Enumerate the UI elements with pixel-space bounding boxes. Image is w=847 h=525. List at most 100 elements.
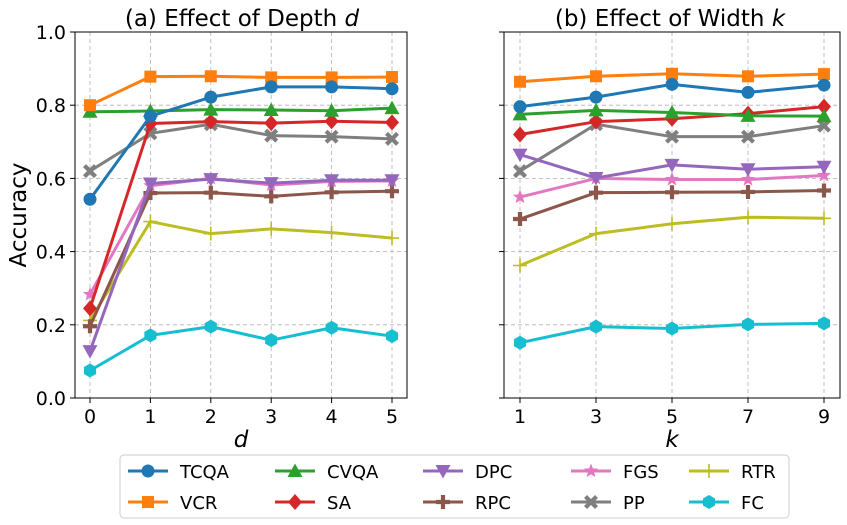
depth-series-pp: [83, 117, 399, 179]
legend-entry-rtr: RTR: [689, 462, 776, 483]
legend-entry-fgs: FGS: [571, 462, 659, 483]
panel-depth: (a) Effect of Depth d 0.0 0.2 0.4 0.6 0.8 1.0…: [6, 6, 408, 453]
width-point-sa: [513, 126, 527, 143]
depth-line-pp: [89, 122, 393, 173]
depth-point-dpc: [203, 173, 219, 187]
depth-point-vcr: [265, 71, 278, 84]
depth-series-vcr: [84, 70, 398, 112]
width-point-rtr: [817, 211, 831, 226]
width-point-fc: [589, 319, 603, 334]
depth-point-tcqa: [325, 80, 339, 94]
depth-point-fc: [265, 333, 278, 348]
legend-label: TCQA: [179, 462, 230, 483]
width-point-fgs: [816, 167, 832, 182]
panel-width-title: (b) Effect of Width k: [555, 6, 787, 32]
depth-point-rtr: [143, 214, 158, 229]
width-point-sa: [817, 98, 831, 115]
ytick-label: 0.8: [36, 95, 66, 117]
width-point-dpc: [740, 163, 756, 177]
legend-entry-rpc: RPC: [423, 493, 511, 514]
depth-point-tcqa: [264, 80, 278, 94]
width-point-fgs: [740, 172, 756, 186]
depth-point-dpc: [82, 345, 98, 359]
width-point-fgs: [664, 172, 680, 186]
panel-width-frame: [503, 31, 841, 399]
legend-label: PP: [623, 493, 645, 514]
depth-series-rpc: [83, 184, 399, 334]
width-series-pp: [513, 117, 831, 179]
depth-point-rtr: [264, 221, 279, 236]
depth-series-rtr: [83, 214, 399, 328]
width-point-vcr: [818, 68, 830, 81]
width-point-fc: [741, 317, 755, 332]
depth-point-rpc: [264, 189, 279, 204]
depth-point-cvqa: [263, 102, 279, 116]
width-point-cvqa: [588, 102, 604, 117]
legend-label: FC: [741, 493, 764, 514]
ytick-label: 0.6: [36, 168, 66, 190]
depth-series-cvqa: [82, 100, 400, 118]
depth-series-dpc: [82, 173, 400, 359]
legend-marker: [435, 465, 451, 479]
depth-point-pp: [385, 131, 399, 146]
depth-xtick-label: 5: [386, 406, 398, 428]
width-point-fgs: [512, 189, 528, 204]
depth-series-tcqa: [83, 80, 399, 206]
depth-point-dpc: [263, 177, 279, 191]
y-axis-label: Accuracy: [6, 162, 32, 267]
depth-point-vcr: [204, 70, 217, 83]
legend-entry-pp: PP: [571, 493, 645, 514]
width-point-tcqa: [817, 78, 831, 92]
depth-point-fc: [204, 319, 217, 334]
depth-point-sa: [264, 115, 279, 132]
depth-point-vcr: [386, 71, 398, 84]
width-point-rpc: [665, 185, 679, 200]
width-point-dpc: [816, 160, 832, 175]
legend: TCQA CVQA DPC FGS RTR VCR SA RPC PP FC: [119, 454, 790, 519]
legend-marker: [702, 464, 716, 478]
panel-depth-title: (a) Effect of Depth d: [125, 6, 360, 32]
width-point-tcqa: [513, 100, 527, 114]
depth-point-rtr: [203, 226, 218, 241]
depth-point-rtr: [385, 231, 399, 246]
width-point-cvqa: [512, 106, 528, 121]
legend-marker: [583, 463, 599, 478]
depth-point-sa: [385, 114, 399, 131]
legend-entry-cvqa: CVQA: [275, 462, 379, 483]
legend-label: FGS: [623, 462, 659, 483]
width-point-dpc: [588, 172, 604, 186]
legend-marker: [288, 494, 302, 510]
width-point-fc: [817, 316, 831, 331]
depth-point-pp: [83, 164, 97, 179]
width-xtick-label: 5: [666, 406, 678, 428]
depth-point-fc: [325, 320, 338, 335]
depth-point-tcqa: [385, 82, 399, 96]
depth-point-fc: [144, 328, 157, 343]
legend-label: DPC: [475, 462, 512, 483]
depth-point-fc: [385, 329, 399, 344]
width-point-cvqa: [664, 105, 680, 119]
width-point-vcr: [590, 70, 602, 83]
width-xtick-label: 3: [590, 406, 602, 428]
depth-point-sa: [203, 113, 218, 130]
ytick-label: 1.0: [36, 22, 66, 44]
depth-xtick-label: 2: [205, 406, 217, 428]
width-series-tcqa: [513, 77, 831, 114]
depth-xtick-label: 3: [265, 406, 277, 428]
width-xtick-label: 1: [514, 406, 526, 428]
depth-xtick-label: 0: [84, 406, 96, 428]
width-point-fc: [513, 335, 527, 350]
width-point-cvqa: [816, 108, 832, 123]
legend-entry-tcqa: TCQA: [128, 462, 230, 483]
legend-label: RTR: [741, 462, 776, 483]
panel-width-xlabel: k: [665, 427, 680, 453]
width-point-vcr: [514, 75, 526, 88]
legend-marker: [141, 464, 155, 478]
width-series-fc: [513, 316, 831, 350]
width-point-tcqa: [665, 77, 679, 91]
legend-label: RPC: [475, 493, 511, 514]
legend-marker: [436, 495, 450, 509]
width-point-fc: [665, 321, 679, 336]
depth-point-dpc: [142, 177, 158, 192]
legend-entry-fc: FC: [689, 493, 764, 514]
